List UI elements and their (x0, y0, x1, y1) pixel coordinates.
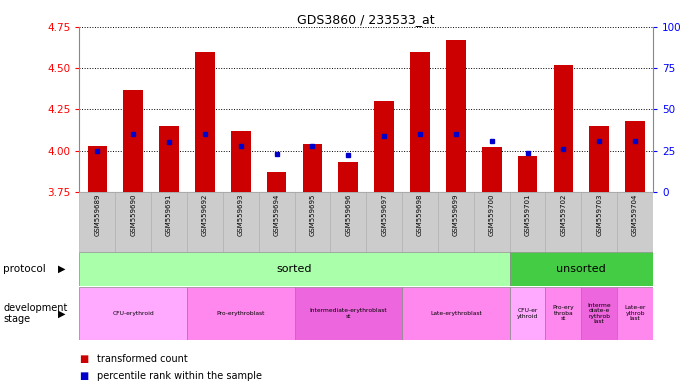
Bar (581, 192, 617, 252)
Text: unsorted: unsorted (556, 264, 606, 274)
Bar (159, 126, 179, 192)
Bar (482, 147, 502, 192)
Bar (589, 126, 609, 192)
Text: Pro-ery
throba
st: Pro-ery throba st (553, 305, 574, 321)
Text: ▶: ▶ (59, 308, 66, 318)
Text: Late-erythroblast: Late-erythroblast (430, 311, 482, 316)
Bar (545, 192, 581, 252)
Text: ■: ■ (79, 354, 88, 364)
Bar (79, 252, 509, 286)
Bar (375, 101, 394, 192)
Text: Pro-erythroblast: Pro-erythroblast (216, 311, 265, 316)
Text: ■: ■ (79, 371, 88, 381)
Bar (438, 192, 474, 252)
Text: transformed count: transformed count (97, 354, 187, 364)
Bar (267, 172, 287, 192)
Text: protocol: protocol (3, 264, 46, 274)
Text: Intermediate-erythroblast
st: Intermediate-erythroblast st (310, 308, 387, 319)
Bar (187, 287, 294, 340)
Bar (294, 287, 402, 340)
Text: GSM559697: GSM559697 (381, 193, 387, 236)
Bar (124, 89, 143, 192)
Bar (509, 287, 545, 340)
Text: CFU-erythroid: CFU-erythroid (113, 311, 154, 316)
Bar (294, 192, 330, 252)
Bar (195, 52, 215, 192)
Bar (446, 40, 466, 192)
Text: GSM559691: GSM559691 (166, 193, 172, 236)
Bar (509, 192, 545, 252)
Text: GSM559689: GSM559689 (95, 193, 100, 236)
Text: GSM559695: GSM559695 (310, 193, 316, 235)
Text: GSM559701: GSM559701 (524, 193, 531, 236)
Bar (330, 192, 366, 252)
Text: GSM559704: GSM559704 (632, 193, 638, 235)
Bar (545, 287, 581, 340)
Text: GSM559694: GSM559694 (274, 193, 280, 235)
Bar (88, 146, 107, 192)
Text: GSM559700: GSM559700 (489, 193, 495, 236)
Bar (625, 121, 645, 192)
Text: GSM559696: GSM559696 (346, 193, 351, 236)
Text: Late-er
ythrob
last: Late-er ythrob last (625, 305, 646, 321)
Bar (617, 287, 653, 340)
Text: GSM559690: GSM559690 (130, 193, 136, 236)
Text: GSM559699: GSM559699 (453, 193, 459, 236)
Text: GSM559702: GSM559702 (560, 193, 567, 235)
Bar (231, 131, 251, 192)
Text: sorted: sorted (277, 264, 312, 274)
Bar (509, 252, 653, 286)
Bar (402, 192, 438, 252)
Text: Interme
diate-e
rythrob
last: Interme diate-e rythrob last (587, 303, 611, 324)
Bar (339, 162, 358, 192)
Text: GSM559703: GSM559703 (596, 193, 603, 236)
Text: GSM559693: GSM559693 (238, 193, 244, 236)
Title: GDS3860 / 233533_at: GDS3860 / 233533_at (297, 13, 435, 26)
Text: ▶: ▶ (59, 264, 66, 274)
Bar (553, 65, 574, 192)
Bar (223, 192, 258, 252)
Bar (366, 192, 402, 252)
Text: percentile rank within the sample: percentile rank within the sample (97, 371, 262, 381)
Bar (79, 192, 115, 252)
Bar (303, 144, 322, 192)
Bar (258, 192, 294, 252)
Bar (79, 287, 187, 340)
Bar (581, 287, 617, 340)
Bar (474, 192, 509, 252)
Text: CFU-er
ythroid: CFU-er ythroid (517, 308, 538, 319)
Bar (617, 192, 653, 252)
Bar (518, 156, 538, 192)
Bar (187, 192, 223, 252)
Bar (402, 287, 509, 340)
Bar (115, 192, 151, 252)
Text: GSM559692: GSM559692 (202, 193, 208, 235)
Bar (151, 192, 187, 252)
Text: GSM559698: GSM559698 (417, 193, 423, 236)
Text: development
stage: development stage (3, 303, 68, 324)
Bar (410, 52, 430, 192)
